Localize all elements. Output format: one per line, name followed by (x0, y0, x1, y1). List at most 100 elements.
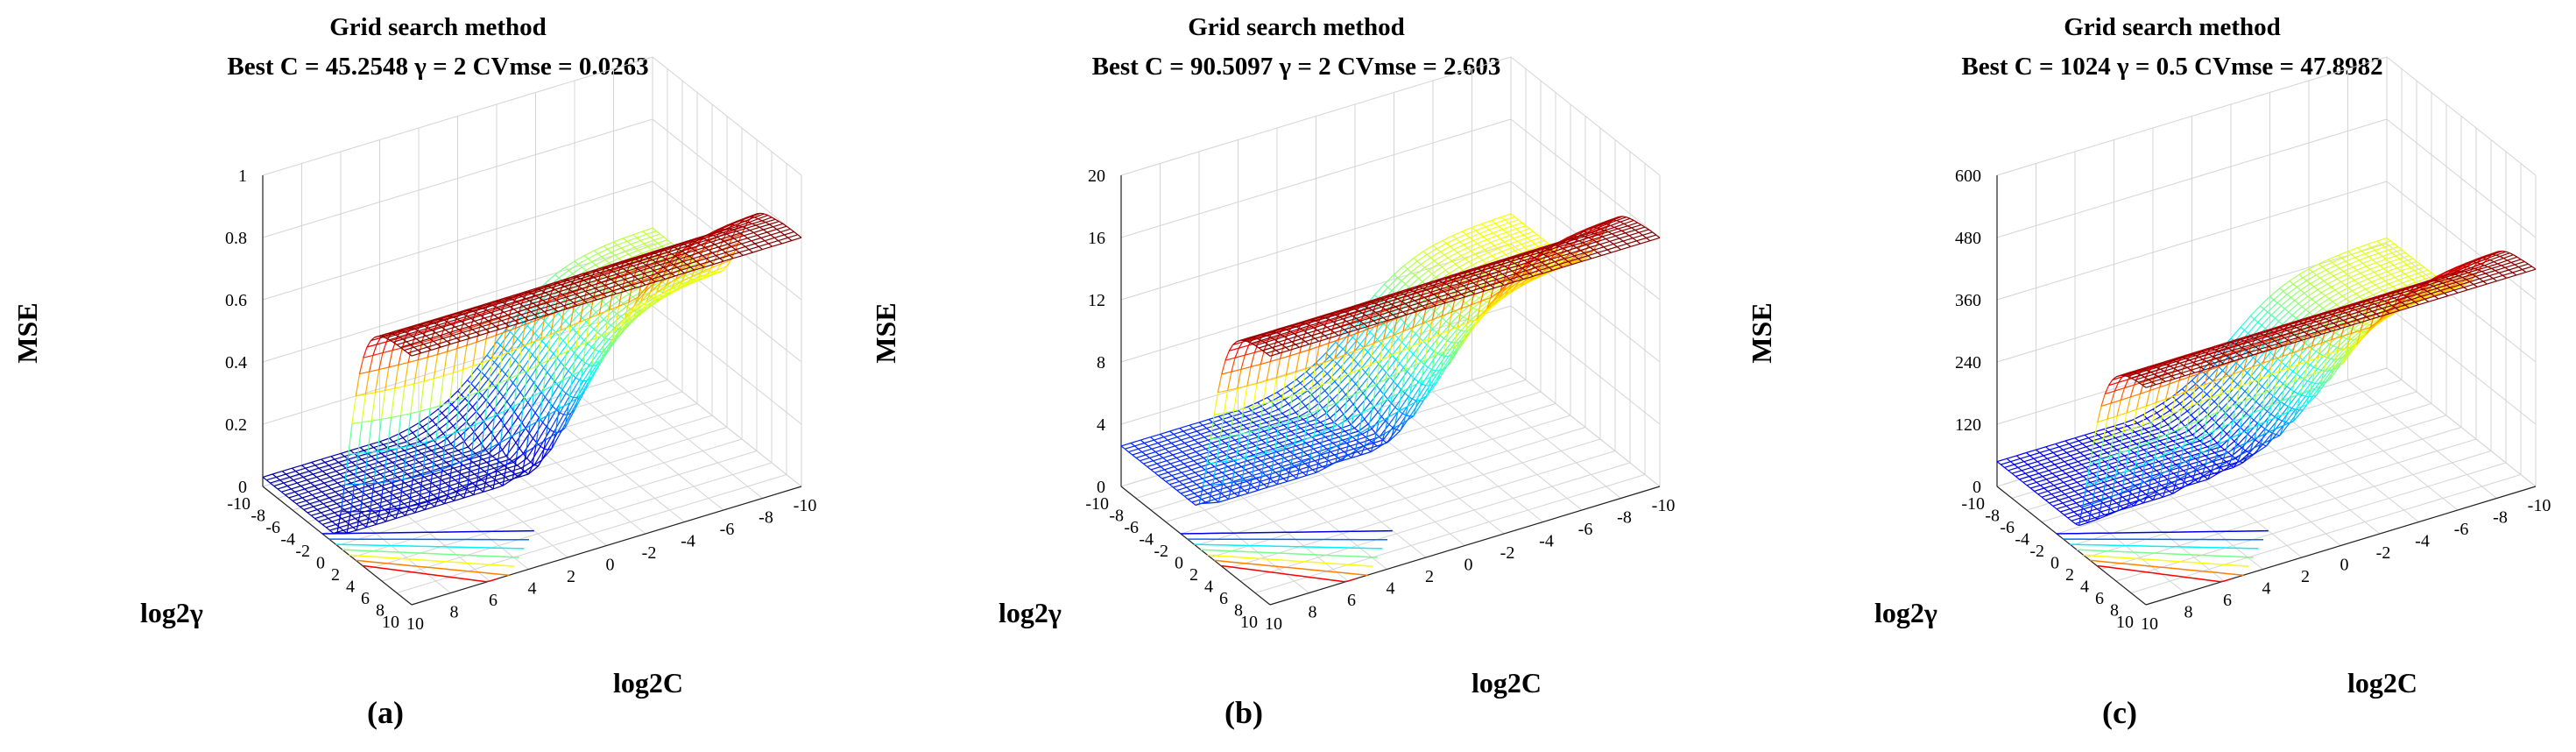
surface-mesh-line (1163, 433, 1175, 438)
surface-mesh-line (508, 378, 514, 384)
surface-mesh-line (463, 486, 469, 499)
surface-mesh-line (540, 308, 545, 313)
surface-mesh-line (346, 500, 351, 505)
surface-mesh-line (494, 410, 505, 416)
surface-mesh-line (367, 503, 378, 507)
surface-mesh-line (416, 471, 421, 475)
surface-mesh-line (406, 413, 412, 447)
surface-mesh-line (420, 506, 426, 510)
surface-mesh-line (1477, 238, 1487, 245)
surface-mesh-line (1494, 219, 1506, 224)
surface-mesh-line (519, 448, 524, 454)
surface-mesh-line (523, 305, 528, 309)
surface-mesh-line (382, 341, 387, 353)
surface-mesh-line (1168, 451, 1174, 456)
surface-mesh-line (432, 468, 442, 473)
surface-mesh-line (1283, 424, 1288, 429)
surface-mesh-line (295, 471, 300, 475)
surface-mesh-line (476, 400, 487, 412)
surface-mesh-line (466, 341, 477, 346)
wall-grid-line (652, 56, 802, 176)
surface-mesh-line (455, 408, 460, 414)
surface-mesh-line (423, 357, 428, 382)
surface-mesh-line (758, 245, 763, 251)
surface-mesh-line (448, 372, 455, 403)
surface-mesh-line (499, 410, 505, 443)
surface-mesh-line (1401, 280, 1406, 285)
surface-mesh-line (1435, 269, 1446, 278)
surface-mesh-line (322, 500, 334, 505)
surface-mesh-line (1530, 237, 1542, 242)
surface-mesh-line (1488, 225, 1500, 231)
surface-mesh-line (1190, 465, 1202, 471)
surface-mesh-line (751, 240, 756, 245)
surface-mesh-line (538, 323, 549, 337)
surface-mesh-line (1235, 415, 1246, 421)
surface-mesh-line (435, 332, 441, 337)
surface-mesh-line (1139, 460, 1144, 465)
surface-mesh-line (502, 464, 507, 486)
surface-mesh-line (1240, 433, 1246, 438)
surface-mesh-line (1396, 385, 1402, 390)
surface-mesh-line (582, 365, 593, 371)
surface-mesh-line (561, 351, 568, 380)
surface-mesh-line (517, 465, 522, 469)
surface-mesh-line (307, 476, 317, 481)
surface-mesh-line (433, 491, 443, 496)
surface-mesh-line (366, 473, 371, 478)
surface-mesh-line (1407, 268, 1412, 273)
surface-mesh-line (1350, 445, 1354, 450)
surface-mesh-line (561, 373, 573, 391)
surface-mesh-line (628, 283, 633, 303)
surface-mesh-line (1253, 433, 1259, 438)
surface-mesh-line (1287, 424, 1298, 429)
surface-mesh-line (1514, 234, 1524, 239)
surface-mesh-line (1302, 419, 1308, 423)
surface-mesh-line (634, 246, 639, 252)
surface-mesh-line (346, 497, 356, 501)
surface-mesh-line (1462, 231, 1466, 235)
surface-mesh-line (390, 388, 396, 418)
surface-mesh-line (337, 482, 342, 486)
surface-mesh-line (487, 426, 492, 433)
surface-mesh-line (339, 471, 350, 475)
surface-mesh-line (1154, 472, 1159, 477)
surface-mesh-line (418, 357, 428, 361)
y-tick-label: 0 (316, 554, 325, 573)
surface-mesh-line (1172, 454, 1177, 458)
surface-mesh-line (1222, 451, 1227, 456)
surface-mesh-line (566, 346, 577, 352)
surface-mesh-line (1213, 430, 1224, 435)
surface-mesh-line (1349, 399, 1354, 405)
surface-mesh-line (372, 465, 383, 469)
surface-mesh-line (1192, 480, 1197, 486)
surface-mesh-line (293, 476, 304, 481)
surface-mesh-line (772, 243, 782, 247)
surface-mesh-line (1170, 443, 1175, 447)
x-tick-label: -8 (759, 508, 773, 528)
surface-mesh-line (338, 462, 342, 466)
surface-mesh-line (1179, 480, 1183, 486)
surface-mesh-line (439, 401, 450, 407)
surface-mesh-line (445, 482, 449, 486)
surface-mesh-line (455, 323, 466, 328)
surface-mesh-line (674, 247, 686, 257)
surface-mesh-line (685, 275, 689, 279)
surface-mesh-line (675, 273, 687, 280)
surface-mesh-line (265, 479, 271, 484)
surface-mesh-line (300, 503, 310, 507)
surface-mesh-line (406, 458, 416, 464)
surface-mesh-line (726, 259, 731, 267)
surface-mesh-line (435, 465, 441, 469)
surface-mesh-line (348, 452, 358, 455)
surface-mesh-line (379, 482, 385, 511)
surface-mesh-line (551, 430, 562, 450)
surface-mesh-line (1492, 251, 1502, 257)
surface-mesh-line (522, 296, 533, 302)
surface-mesh-line (517, 338, 522, 344)
surface-mesh-line (402, 437, 407, 443)
surface-mesh-line (1202, 424, 1207, 429)
surface-mesh-line (1309, 424, 1315, 429)
surface-mesh-line (634, 243, 645, 248)
